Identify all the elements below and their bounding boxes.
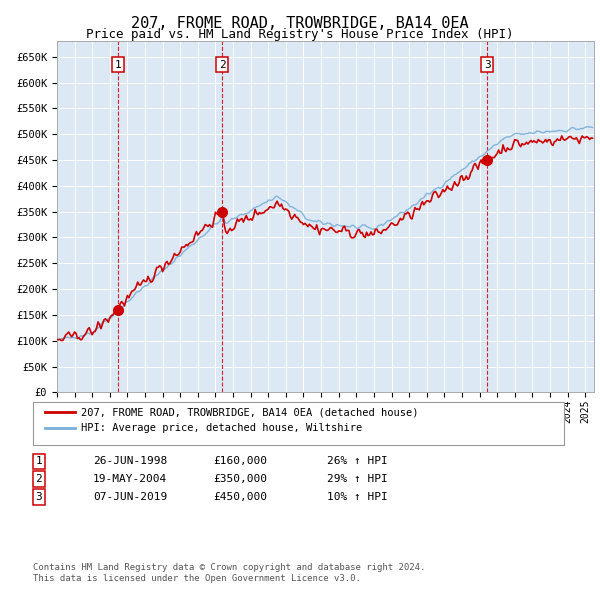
Text: 207, FROME ROAD, TROWBRIDGE, BA14 0EA (detached house): 207, FROME ROAD, TROWBRIDGE, BA14 0EA (d…	[81, 408, 419, 417]
Text: 3: 3	[484, 60, 491, 70]
Text: £450,000: £450,000	[213, 492, 267, 502]
Text: £350,000: £350,000	[213, 474, 267, 484]
Text: 26-JUN-1998: 26-JUN-1998	[93, 457, 167, 466]
Text: 19-MAY-2004: 19-MAY-2004	[93, 474, 167, 484]
Text: £160,000: £160,000	[213, 457, 267, 466]
Text: 2: 2	[35, 474, 43, 484]
Text: 207, FROME ROAD, TROWBRIDGE, BA14 0EA: 207, FROME ROAD, TROWBRIDGE, BA14 0EA	[131, 16, 469, 31]
Text: 2: 2	[219, 60, 226, 70]
Text: 26% ↑ HPI: 26% ↑ HPI	[327, 457, 388, 466]
Text: 1: 1	[35, 457, 43, 466]
Text: 1: 1	[115, 60, 122, 70]
Text: 29% ↑ HPI: 29% ↑ HPI	[327, 474, 388, 484]
Text: Price paid vs. HM Land Registry's House Price Index (HPI): Price paid vs. HM Land Registry's House …	[86, 28, 514, 41]
Text: Contains HM Land Registry data © Crown copyright and database right 2024.
This d: Contains HM Land Registry data © Crown c…	[33, 563, 425, 583]
Text: 07-JUN-2019: 07-JUN-2019	[93, 492, 167, 502]
Text: 10% ↑ HPI: 10% ↑ HPI	[327, 492, 388, 502]
Text: HPI: Average price, detached house, Wiltshire: HPI: Average price, detached house, Wilt…	[81, 424, 362, 433]
Text: 3: 3	[35, 492, 43, 502]
